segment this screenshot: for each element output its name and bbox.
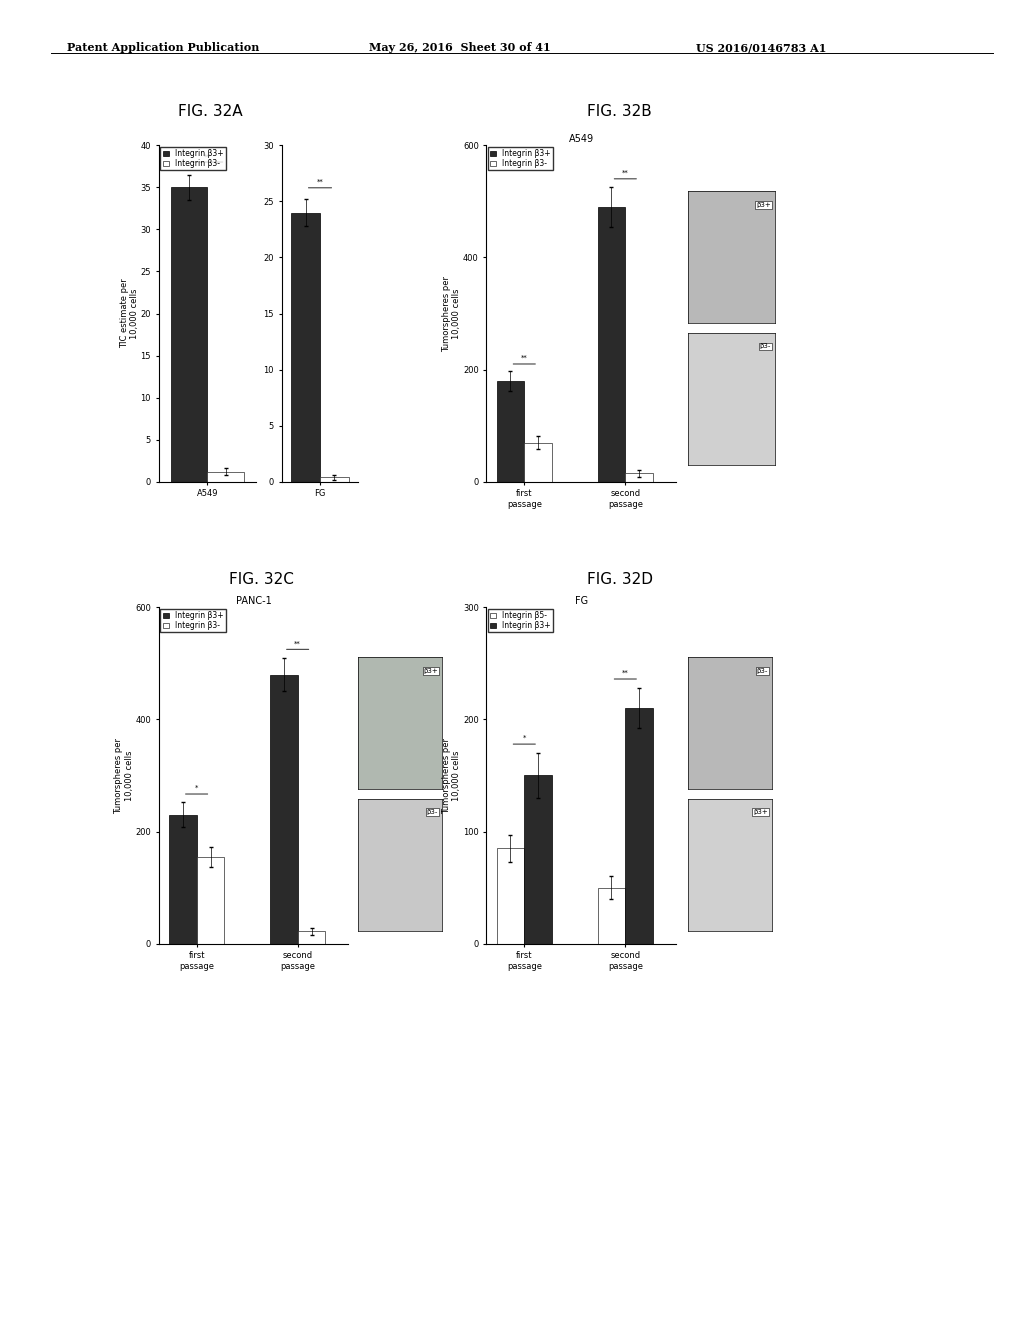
Bar xyxy=(524,442,552,482)
Text: β3+: β3+ xyxy=(423,668,438,675)
Text: FIG. 32D: FIG. 32D xyxy=(587,573,652,587)
Text: β3+: β3+ xyxy=(753,809,768,816)
Text: FIG. 32B: FIG. 32B xyxy=(587,104,652,119)
Text: **: ** xyxy=(204,153,211,160)
Text: **: ** xyxy=(622,170,629,176)
Text: FIG. 32A: FIG. 32A xyxy=(177,104,243,119)
Text: β3-: β3- xyxy=(760,343,771,350)
Title: FG: FG xyxy=(574,597,588,606)
Legend: Integrin β3+, Integrin β3-: Integrin β3+, Integrin β3- xyxy=(160,609,225,632)
Text: β3-: β3- xyxy=(427,809,438,816)
Y-axis label: Tumorspheres per
10,000 cells: Tumorspheres per 10,000 cells xyxy=(442,738,462,813)
Bar xyxy=(291,213,319,482)
Legend: Integrin β5-, Integrin β3+: Integrin β5-, Integrin β3+ xyxy=(487,609,553,632)
Text: β3-: β3- xyxy=(757,668,768,675)
Bar xyxy=(598,887,626,944)
Bar xyxy=(169,814,197,944)
Text: **: ** xyxy=(316,178,324,185)
Bar xyxy=(497,849,524,944)
Legend: Integrin β3+, Integrin β3-: Integrin β3+, Integrin β3- xyxy=(160,147,225,170)
Legend: Integrin β3+, Integrin β3-: Integrin β3+, Integrin β3- xyxy=(487,147,553,170)
Y-axis label: Tumorspheres per
10,000 cells: Tumorspheres per 10,000 cells xyxy=(115,738,134,813)
Bar xyxy=(524,776,552,944)
Title: PANC-1: PANC-1 xyxy=(236,597,271,606)
Text: **: ** xyxy=(622,669,629,676)
Text: FIG. 32C: FIG. 32C xyxy=(228,573,294,587)
Bar xyxy=(626,708,653,944)
Text: *: * xyxy=(522,735,526,741)
Text: β3+: β3+ xyxy=(756,202,771,209)
Bar xyxy=(319,478,349,482)
Text: **: ** xyxy=(294,640,301,647)
Bar xyxy=(598,207,626,482)
Text: Patent Application Publication: Patent Application Publication xyxy=(67,42,259,53)
Bar xyxy=(270,675,298,944)
Y-axis label: Tumorspheres per
10,000 cells: Tumorspheres per 10,000 cells xyxy=(442,276,462,351)
Text: May 26, 2016  Sheet 30 of 41: May 26, 2016 Sheet 30 of 41 xyxy=(369,42,550,53)
Text: US 2016/0146783 A1: US 2016/0146783 A1 xyxy=(696,42,826,53)
Bar xyxy=(207,471,244,482)
Y-axis label: TIC estimate per
10,000 cells: TIC estimate per 10,000 cells xyxy=(120,279,139,348)
Title: A549: A549 xyxy=(568,135,594,144)
Text: *: * xyxy=(195,785,199,791)
Bar xyxy=(626,474,653,482)
Bar xyxy=(171,187,207,482)
Bar xyxy=(197,857,224,944)
Bar xyxy=(497,380,524,482)
Bar xyxy=(298,932,326,944)
Text: **: ** xyxy=(521,355,527,362)
